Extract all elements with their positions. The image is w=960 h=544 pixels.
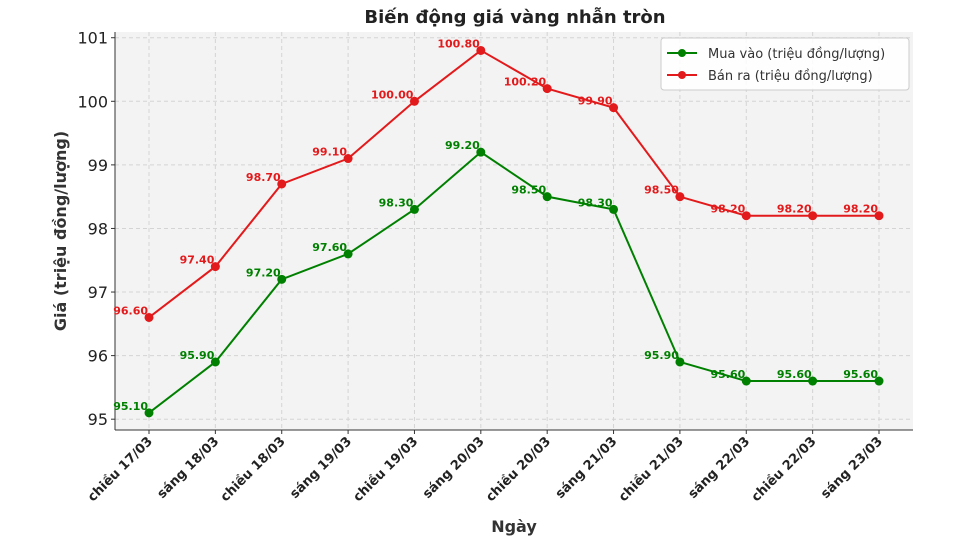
chart-title: Biến động giá vàng nhẫn tròn	[364, 6, 665, 28]
data-label: 95.60	[777, 368, 812, 381]
data-label: 98.50	[644, 184, 679, 197]
data-label: 95.90	[180, 349, 215, 362]
data-point	[741, 211, 751, 221]
legend: Mua vào (triệu đồng/lượng) Bán ra (triệu…	[660, 37, 910, 91]
data-point	[476, 45, 486, 55]
series-line-buy	[148, 150, 879, 414]
data-label: 98.20	[777, 203, 812, 216]
x-tick-label: sáng 20/03	[420, 434, 488, 502]
data-label: 95.90	[644, 349, 679, 362]
data-point	[808, 376, 818, 386]
data-point	[277, 274, 287, 284]
legend-label-sell: Bán ra (triệu đồng/lượng)	[708, 69, 873, 84]
x-tick-label: chiều 17/03	[85, 434, 156, 505]
data-point	[476, 147, 486, 157]
y-tick-label: 101	[77, 29, 108, 48]
data-label: 97.20	[246, 266, 281, 279]
data-point	[808, 211, 818, 221]
data-label: 95.60	[843, 368, 878, 381]
x-axis-label: Ngày	[491, 517, 537, 536]
y-axis-label: Giá (triệu đồng/lượng)	[51, 131, 70, 331]
x-tick-label: chiều 18/03	[218, 434, 289, 505]
data-point	[874, 376, 884, 386]
data-point	[609, 103, 619, 113]
y-tick-label: 97	[88, 283, 108, 302]
y-tick-label: 98	[88, 219, 108, 238]
x-tick-label: chiều 19/03	[351, 434, 422, 505]
data-point	[277, 179, 287, 189]
x-tick-label: chiều 20/03	[483, 434, 554, 505]
legend-label-buy: Mua vào (triệu đồng/lượng)	[708, 47, 885, 62]
data-label: 99.90	[578, 95, 613, 108]
data-label: 98.30	[578, 196, 613, 209]
data-label: 100.80	[437, 37, 480, 50]
data-point	[675, 357, 685, 367]
data-label: 100.20	[504, 76, 547, 89]
x-tick-label: chiều 21/03	[616, 434, 687, 505]
y-tick-label: 95	[88, 410, 108, 429]
data-label: 96.60	[113, 304, 148, 317]
data-label: 99.20	[445, 139, 480, 152]
y-tick-label: 99	[88, 156, 108, 175]
x-tick-label: sáng 18/03	[155, 434, 223, 502]
series-line-sell	[148, 49, 879, 319]
y-tick-label: 96	[88, 347, 108, 366]
data-point	[542, 84, 552, 94]
plot-area	[115, 32, 913, 430]
data-point	[741, 376, 751, 386]
data-point	[409, 204, 419, 214]
data-point	[675, 192, 685, 202]
x-tick-label: chiều 22/03	[749, 434, 820, 505]
data-label: 99.10	[312, 146, 347, 159]
x-tick-label: sáng 21/03	[553, 434, 621, 502]
x-tick-label: sáng 23/03	[818, 434, 886, 502]
data-point	[542, 192, 552, 202]
data-point	[210, 357, 220, 367]
data-point	[210, 262, 220, 272]
data-point	[144, 408, 154, 418]
x-tick-label: sáng 22/03	[686, 434, 754, 502]
data-label: 97.60	[312, 241, 347, 254]
data-label: 95.10	[113, 400, 148, 413]
data-point	[343, 154, 353, 164]
x-tick-label: sáng 19/03	[287, 434, 355, 502]
data-label: 98.70	[246, 171, 281, 184]
data-point	[144, 312, 154, 322]
data-label: 98.20	[843, 203, 878, 216]
data-label: 100.00	[371, 88, 414, 101]
y-tick-label: 100	[77, 92, 108, 111]
data-label: 95.60	[710, 368, 745, 381]
data-label: 98.30	[379, 196, 414, 209]
data-point	[874, 211, 884, 221]
data-point	[609, 204, 619, 214]
data-point	[343, 249, 353, 259]
data-label: 98.50	[511, 184, 546, 197]
data-label: 98.20	[710, 203, 745, 216]
data-label: 97.40	[180, 254, 215, 267]
data-point	[409, 96, 419, 106]
